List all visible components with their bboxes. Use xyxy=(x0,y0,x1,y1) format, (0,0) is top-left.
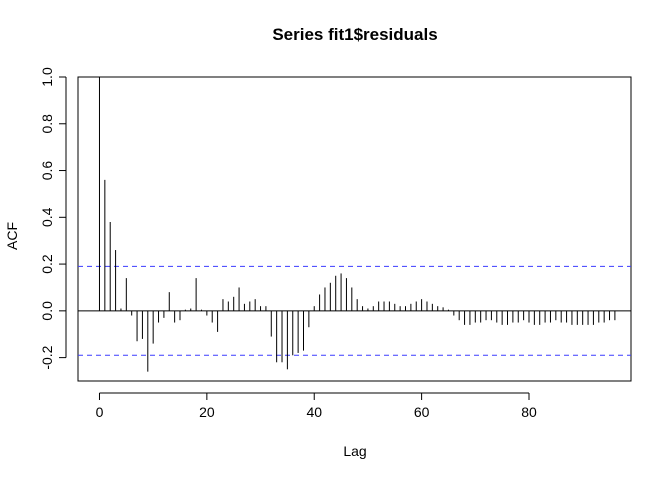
x-tick-label-20: 20 xyxy=(199,404,215,420)
x-tick-label-60: 60 xyxy=(414,404,430,420)
y-axis-label: ACF xyxy=(4,222,20,250)
y-tick-label-4: 0.6 xyxy=(39,161,55,181)
x-tick-label-40: 40 xyxy=(306,404,322,420)
y-tick-label-0: -0.2 xyxy=(39,345,55,369)
chart-title: Series fit1$residuals xyxy=(272,25,437,44)
confidence-bounds xyxy=(78,265,631,356)
y-tick-label-1: 0.0 xyxy=(39,301,55,321)
acf-spikes xyxy=(98,77,616,372)
x-tick-label-80: 80 xyxy=(521,404,537,420)
x-axis: 0 20 40 60 80 xyxy=(96,392,537,420)
x-tick-label-0: 0 xyxy=(96,404,104,420)
y-tick-label-3: 0.4 xyxy=(39,207,55,227)
plot-frame xyxy=(77,76,632,382)
y-tick-label-5: 0.8 xyxy=(39,114,55,134)
x-axis-label: Lag xyxy=(343,443,366,459)
y-axis: -0.2 0.0 0.2 0.4 0.6 0.8 1.0 xyxy=(39,67,67,370)
y-tick-label-6: 1.0 xyxy=(39,67,55,87)
y-tick-label-2: 0.2 xyxy=(39,254,55,274)
